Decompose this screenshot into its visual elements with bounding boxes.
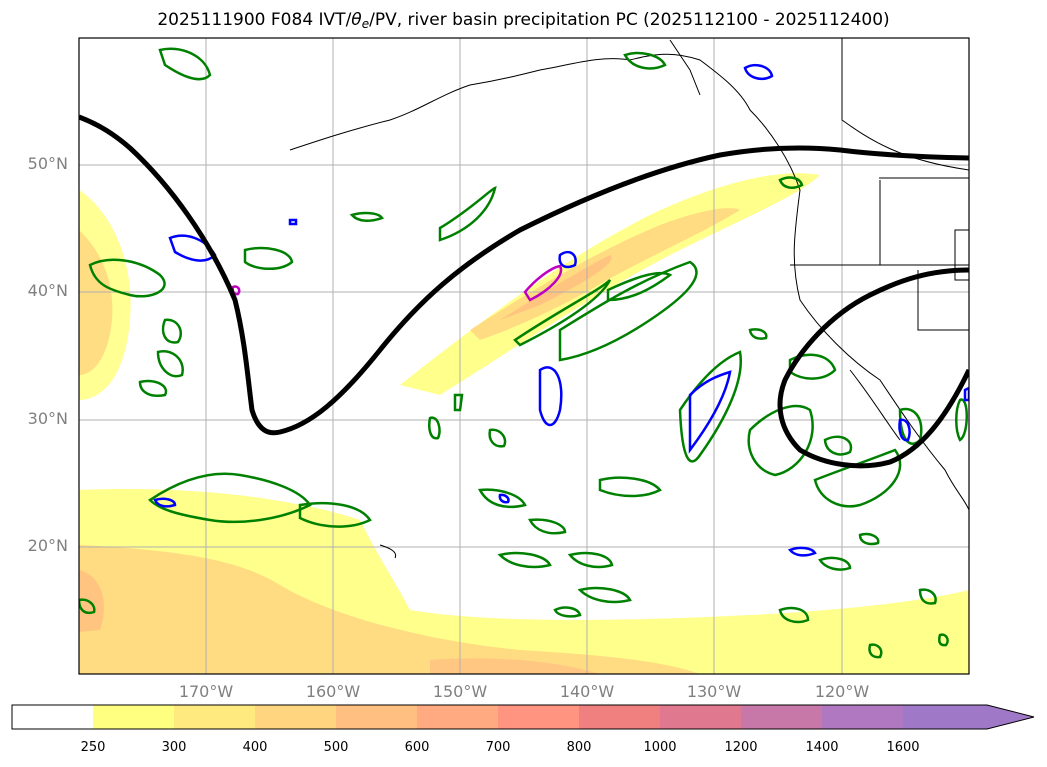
lon-label-120w: 120°W: [814, 682, 870, 701]
colorbar-label-300: 300: [161, 740, 187, 755]
colorbar-label-1200: 1200: [724, 740, 758, 755]
lon-label-130w: 130°W: [686, 682, 742, 701]
colorbar-label-500: 500: [323, 740, 349, 755]
lat-label-20n: 20°N: [27, 536, 68, 555]
graticule: [79, 38, 969, 674]
lon-label-160w: 160°W: [305, 682, 361, 701]
colorbar-label-600: 600: [404, 740, 430, 755]
lon-label-140w: 140°W: [559, 682, 615, 701]
colorbar-label-400: 400: [242, 740, 268, 755]
colorbar-label-250: 250: [80, 740, 106, 755]
lat-label-30n: 30°N: [27, 409, 68, 428]
lat-label-40n: 40°N: [27, 281, 68, 300]
map-title: 2025111900 F084 IVT/θe/PV, river basin p…: [157, 10, 890, 31]
coastlines: [289, 38, 969, 559]
ivt-shading: [79, 173, 969, 674]
colorbar-label-700: 700: [485, 740, 511, 755]
lat-label-50n: 50°N: [27, 154, 68, 173]
colorbar: [11, 704, 1035, 730]
lon-label-150w: 150°W: [432, 682, 488, 701]
green-contours: [79, 47, 968, 659]
pv-contours: [79, 114, 969, 469]
colorbar-label-1600: 1600: [886, 740, 920, 755]
blue-contours: [153, 64, 969, 557]
colorbar-label-1400: 1400: [805, 740, 839, 755]
colorbar-label-1000: 1000: [643, 740, 677, 755]
lon-label-170w: 170°W: [178, 682, 234, 701]
map-frame: [78, 37, 970, 675]
colorbar-label-800: 800: [566, 740, 592, 755]
